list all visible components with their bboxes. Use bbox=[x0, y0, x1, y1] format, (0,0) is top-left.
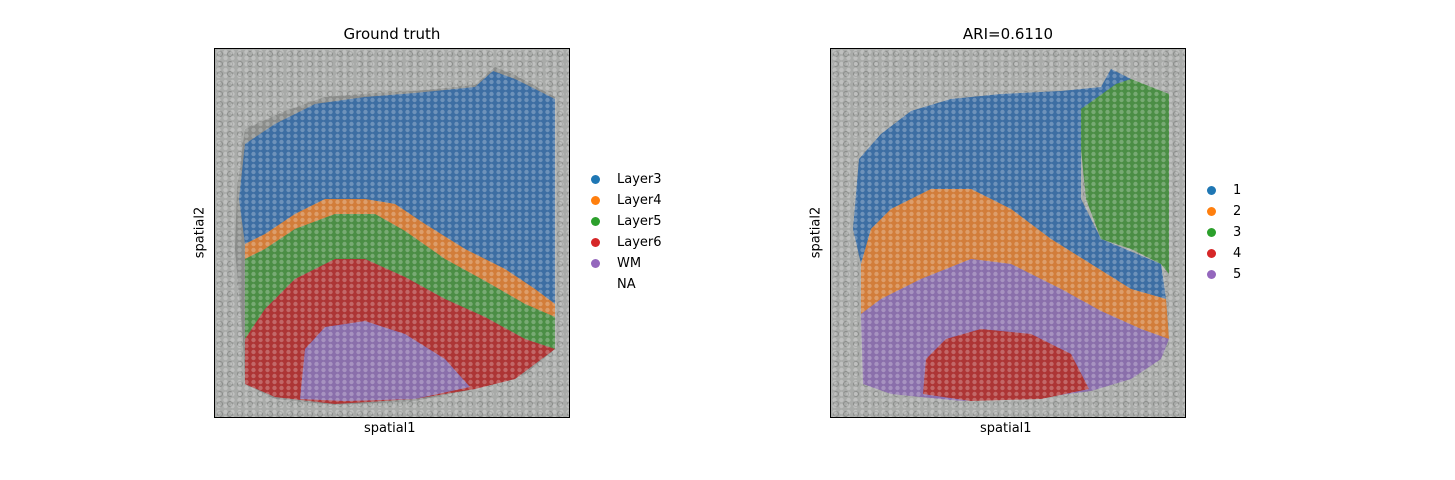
legend-item: Layer6 bbox=[591, 232, 662, 253]
spatial-scatter-ground-truth bbox=[215, 49, 569, 417]
legend-marker bbox=[591, 217, 600, 226]
legend-ground-truth: Layer3 Layer4 Layer5 Layer6 WM NA bbox=[591, 169, 662, 295]
legend-item: 5 bbox=[1207, 264, 1241, 285]
legend-marker bbox=[591, 175, 600, 184]
legend-item: Layer3 bbox=[591, 169, 662, 190]
legend-marker bbox=[591, 238, 600, 247]
legend-marker bbox=[591, 259, 600, 268]
legend-item: Layer4 bbox=[591, 190, 662, 211]
spot-grid-overlay bbox=[831, 49, 1185, 417]
legend-item: 1 bbox=[1207, 180, 1241, 201]
legend-item: 4 bbox=[1207, 243, 1241, 264]
legend-item: NA bbox=[591, 274, 662, 295]
spot-grid-overlay bbox=[215, 49, 569, 417]
legend-label: 4 bbox=[1233, 246, 1242, 261]
x-axis-label-ari: spatial1 bbox=[980, 421, 1032, 436]
legend-label: 5 bbox=[1233, 267, 1242, 282]
legend-label: Layer5 bbox=[617, 214, 662, 229]
x-axis-label-ground-truth: spatial1 bbox=[364, 421, 416, 436]
legend-marker bbox=[1207, 186, 1216, 195]
legend-label: Layer6 bbox=[617, 235, 662, 250]
legend-marker bbox=[591, 196, 600, 205]
legend-label: 2 bbox=[1233, 204, 1242, 219]
legend-item: Layer5 bbox=[591, 211, 662, 232]
plot-area-ground-truth bbox=[214, 48, 570, 418]
y-axis-label-ground-truth: spatial2 bbox=[192, 206, 208, 259]
chart-title-ground-truth: Ground truth bbox=[343, 25, 441, 43]
legend-marker bbox=[591, 280, 600, 289]
legend-marker bbox=[1207, 228, 1216, 237]
legend-ari: 1 2 3 4 5 bbox=[1207, 180, 1241, 285]
legend-label: NA bbox=[617, 277, 636, 292]
legend-item: 2 bbox=[1207, 201, 1241, 222]
y-axis-label-ari: spatial2 bbox=[808, 206, 824, 259]
legend-label: 1 bbox=[1233, 183, 1242, 198]
legend-label: 3 bbox=[1233, 225, 1242, 240]
chart-title-ari: ARI=0.6110 bbox=[962, 25, 1054, 43]
legend-label: Layer3 bbox=[617, 172, 662, 187]
legend-marker bbox=[1207, 270, 1216, 279]
legend-label: WM bbox=[617, 256, 642, 271]
plot-area-ari bbox=[830, 48, 1186, 418]
legend-marker bbox=[1207, 249, 1216, 258]
legend-item: 3 bbox=[1207, 222, 1241, 243]
legend-label: Layer4 bbox=[617, 193, 662, 208]
legend-marker bbox=[1207, 207, 1216, 216]
spatial-scatter-ari bbox=[831, 49, 1185, 417]
legend-item: WM bbox=[591, 253, 662, 274]
